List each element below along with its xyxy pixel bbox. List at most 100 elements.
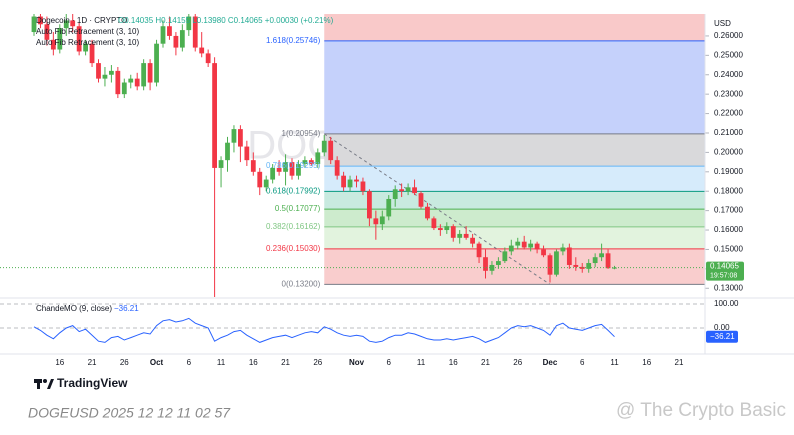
candle-body	[192, 16, 198, 48]
candle-body	[515, 241, 521, 246]
candle-body	[399, 189, 405, 192]
candle-body	[276, 167, 282, 172]
last-price-box	[706, 261, 744, 281]
y-tick-label: 0.23000	[714, 89, 743, 98]
watermark-credit: @ The Crypto Basic	[616, 400, 786, 421]
x-tick-label: 16	[449, 358, 458, 367]
logo-part	[37, 379, 40, 389]
indicator-legend-value: −36.21	[114, 304, 139, 313]
candle-body	[586, 263, 592, 269]
indicator-value-box	[706, 330, 738, 343]
y-tick-label: 0.16000	[714, 225, 743, 234]
fib-label: 0.382(0.16162)	[266, 222, 321, 231]
candle-body	[347, 179, 353, 188]
fib-zone	[324, 226, 705, 249]
candle-body	[154, 43, 159, 83]
candle-body	[444, 226, 450, 231]
candle-body	[508, 245, 514, 252]
candle-body	[231, 129, 237, 143]
candle-body	[50, 39, 56, 50]
candle-body	[334, 160, 340, 176]
x-tick-label: 6	[187, 358, 192, 367]
candle-body	[437, 228, 443, 231]
y-tick-label: 0.22000	[714, 109, 743, 118]
y-tick-label: 0.20000	[714, 148, 743, 157]
candle-body	[44, 24, 50, 40]
y-tick-label: 0.26000	[714, 31, 743, 40]
candle-body	[592, 257, 598, 264]
fib-label: 0.236(0.15030)	[266, 244, 321, 253]
candle-body	[476, 243, 482, 258]
y-tick-label: 0.18000	[714, 186, 743, 195]
fib-zone	[324, 133, 705, 167]
x-tick-label: 21	[675, 358, 684, 367]
candle-body	[450, 226, 456, 238]
last-price: 0.14065	[710, 262, 739, 271]
candle-body	[263, 179, 269, 188]
y-tick-label: 0.21000	[714, 128, 743, 137]
indicator-label: Auto Fib Retracement (3, 10)	[36, 27, 139, 36]
candle-body	[483, 257, 488, 271]
candle-body	[141, 63, 147, 87]
fib-label: 1.618(0.25746)	[266, 36, 321, 45]
candle-body	[250, 160, 256, 172]
y-tick-label: 0.24000	[714, 70, 743, 79]
x-tick-label: 16	[642, 358, 651, 367]
candle-body	[70, 20, 76, 27]
candle-body	[605, 253, 611, 269]
candle-body	[496, 261, 501, 265]
candle-body	[244, 146, 250, 161]
candle-body	[179, 30, 185, 48]
candle-body	[257, 171, 263, 188]
x-tick-label: 21	[481, 358, 490, 367]
candle-body	[147, 63, 153, 83]
candle-body	[283, 162, 288, 172]
candle-body	[173, 35, 179, 48]
fib-zone	[324, 191, 705, 210]
indicator-label: Auto Fib Retracement (3, 10)	[36, 38, 139, 47]
x-tick-label: 11	[217, 358, 226, 367]
candle-body	[354, 179, 359, 182]
candle-body	[102, 74, 108, 79]
tradingview-logo	[34, 379, 54, 389]
x-tick-label: Dec	[543, 358, 558, 367]
candle-body	[386, 198, 392, 217]
x-tick-label: Nov	[349, 358, 365, 367]
symbol-title: Dogecoin · 1D · CRYPTO	[36, 16, 127, 25]
candle-body	[89, 43, 95, 64]
candle-body	[128, 78, 134, 83]
caption: DOGEUSD 2025 12 12 11 02 57	[28, 405, 231, 421]
candle-body	[367, 191, 372, 219]
x-tick-label: 11	[610, 358, 619, 367]
candle-body	[205, 53, 211, 64]
x-tick-label: 16	[249, 358, 258, 367]
fib-label: 1(0.20954)	[282, 129, 321, 138]
logo-part	[47, 379, 54, 389]
brand: TradingView	[57, 376, 128, 390]
candle-body	[315, 152, 321, 165]
fib-zone	[324, 40, 705, 134]
candle-body	[599, 253, 604, 258]
candle-body	[554, 251, 559, 275]
candle-body	[457, 233, 463, 238]
x-tick-label: 26	[313, 358, 322, 367]
candle-body	[341, 175, 346, 188]
candle-body	[328, 140, 334, 161]
candle-body	[186, 16, 192, 31]
fib-zone	[324, 166, 705, 192]
axes: 16 21 26 Oct 6 11 16 21 26 Nov 6 11 16 21 26 Dec 6 11 16 21…	[55, 31, 744, 367]
candle-body	[109, 70, 114, 75]
candle-body	[418, 193, 424, 207]
x-tick-label: 26	[120, 358, 129, 367]
candle-body	[321, 140, 327, 153]
candle-body	[379, 216, 385, 225]
candle-body	[405, 187, 411, 192]
x-tick-label: 21	[88, 358, 97, 367]
candle-body	[521, 241, 527, 248]
candle-body	[302, 160, 308, 165]
candle-body	[541, 249, 546, 256]
candle-body	[160, 26, 166, 44]
x-tick-label: 11	[417, 358, 426, 367]
